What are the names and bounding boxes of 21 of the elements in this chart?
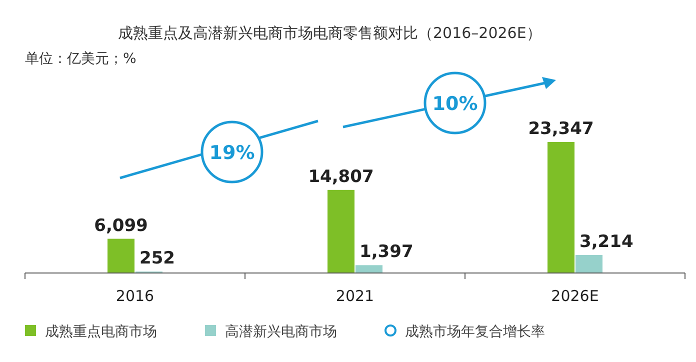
legend-label: 成熟重点电商市场	[45, 324, 157, 340]
x-tick-label: 2021	[336, 287, 374, 305]
data-label: 3,214	[580, 232, 634, 252]
x-tick-label: 2026E	[551, 287, 599, 305]
chart-title: 成熟重点及高潜新兴电商市场电商零售额对比（2016–2026E）	[118, 24, 542, 42]
data-label: 23,347	[528, 119, 594, 139]
x-tick-label: 2016	[116, 287, 154, 305]
data-label: 14,807	[308, 166, 374, 187]
data-label: 252	[140, 248, 175, 269]
chart-subtitle: 单位：亿美元；%	[25, 51, 136, 67]
data-label: 1,397	[360, 242, 414, 262]
data-label: 6,099	[94, 216, 148, 236]
bar	[548, 142, 574, 273]
annotation: 19%	[209, 142, 255, 164]
text: 10%	[432, 93, 478, 115]
bar	[328, 190, 354, 273]
bar	[356, 265, 382, 273]
bar	[108, 238, 134, 273]
legend-label: 高潜新兴电商市场	[225, 324, 337, 340]
text: 成熟市场年复合增长率	[405, 324, 545, 340]
bar	[576, 254, 602, 273]
